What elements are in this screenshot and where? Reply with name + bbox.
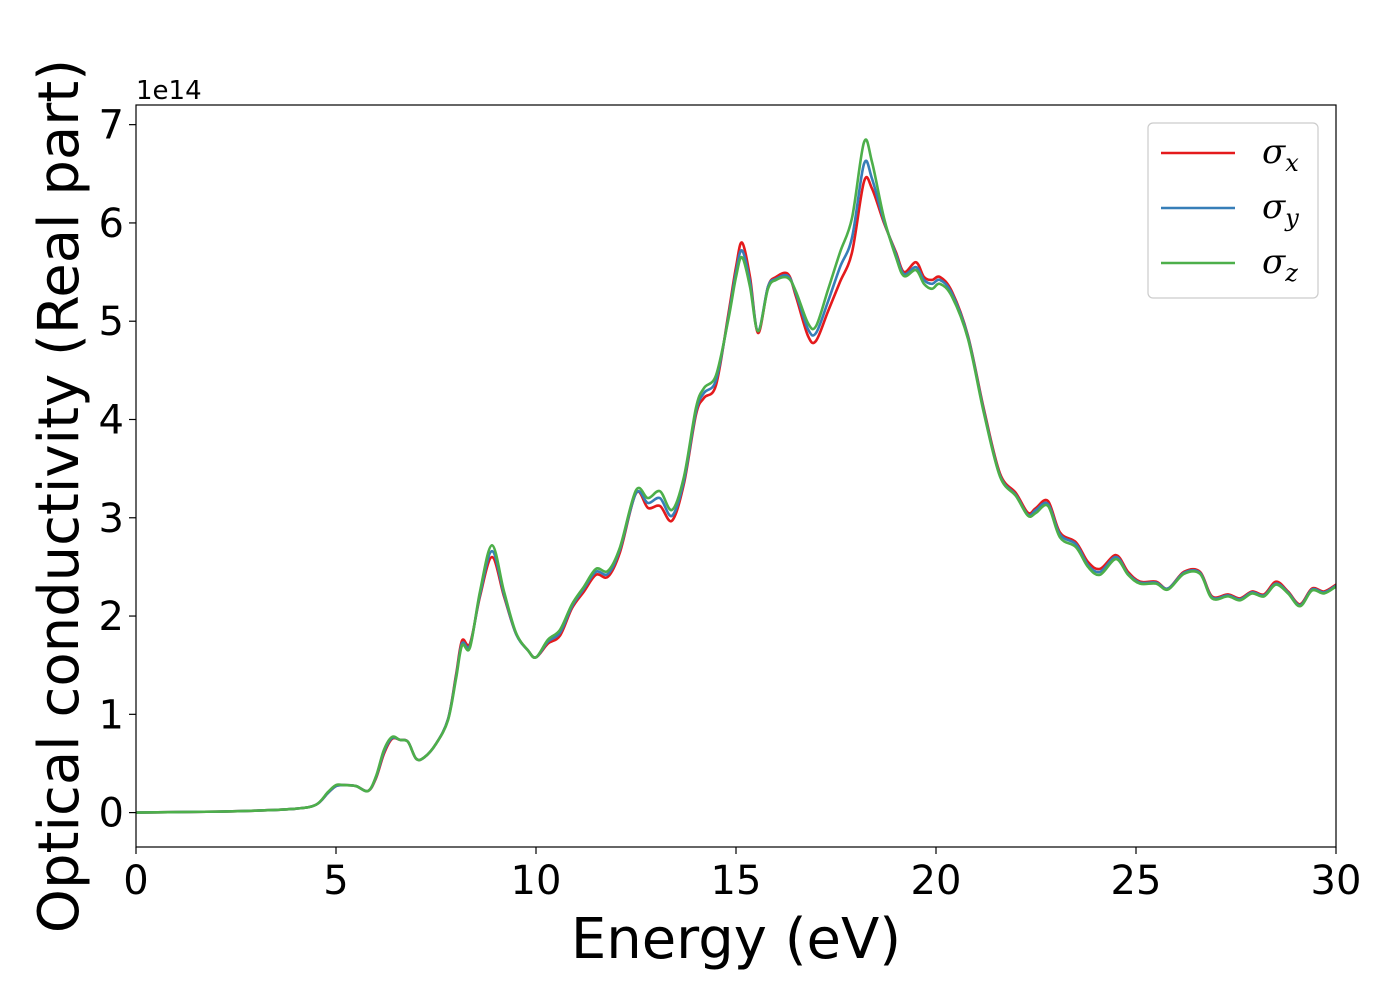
legend: σx σy σz — [1147, 122, 1319, 299]
x-tick-label: 10 — [511, 858, 562, 904]
legend-box — [1147, 122, 1319, 299]
x-tick-label: 20 — [911, 858, 962, 904]
y-tick-label: 0 — [99, 791, 124, 837]
y-offset-label: 1e14 — [136, 76, 202, 106]
x-tick-label: 5 — [323, 858, 348, 904]
y-tick-label: 1 — [99, 692, 124, 738]
ticks-layer: 0 5 10 15 20 25 30 0 1 2 3 4 5 6 7 — [99, 103, 1362, 904]
y-tick-label: 6 — [99, 201, 124, 247]
legend-label-y: σy — [1262, 187, 1299, 232]
x-tick-label: 25 — [1111, 858, 1162, 904]
y-tick-label: 2 — [99, 594, 124, 640]
lines-layer — [136, 138, 1336, 814]
legend-label-x: σx — [1262, 132, 1299, 177]
x-tick-label: 30 — [1311, 858, 1362, 904]
y-tick-label: 7 — [99, 103, 124, 149]
y-tick-label: 5 — [99, 299, 124, 345]
y-tick-label: 3 — [99, 496, 124, 542]
series-line-z — [136, 138, 1336, 814]
x-tick-label: 0 — [123, 858, 148, 904]
x-tick-label: 15 — [711, 858, 762, 904]
legend-label-z: σz — [1262, 242, 1298, 287]
y-tick-label: 4 — [99, 397, 124, 443]
y-axis-label: Optical conductivity (Real part) — [27, 59, 92, 933]
x-axis-label: Energy (eV) — [571, 907, 901, 972]
